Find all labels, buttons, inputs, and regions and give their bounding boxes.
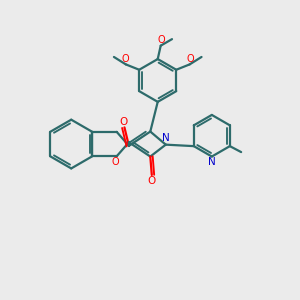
- Text: N: N: [208, 158, 216, 167]
- Text: O: O: [186, 54, 194, 64]
- Text: O: O: [148, 176, 156, 186]
- Text: O: O: [111, 157, 119, 167]
- Text: O: O: [122, 54, 129, 64]
- Text: O: O: [119, 117, 128, 127]
- Text: N: N: [162, 134, 170, 143]
- Text: O: O: [158, 35, 165, 45]
